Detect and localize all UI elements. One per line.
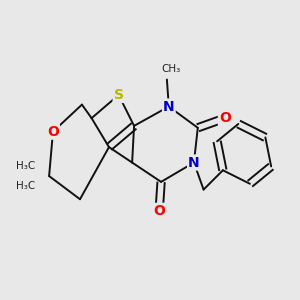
Text: CH₃: CH₃ (161, 64, 180, 74)
Text: N: N (188, 156, 200, 170)
Text: O: O (153, 204, 165, 218)
Text: H₃C: H₃C (16, 181, 36, 191)
Text: N: N (163, 100, 175, 114)
Text: H₃C: H₃C (16, 161, 36, 171)
Text: S: S (114, 88, 124, 102)
Text: O: O (219, 111, 231, 125)
Text: O: O (47, 125, 59, 139)
